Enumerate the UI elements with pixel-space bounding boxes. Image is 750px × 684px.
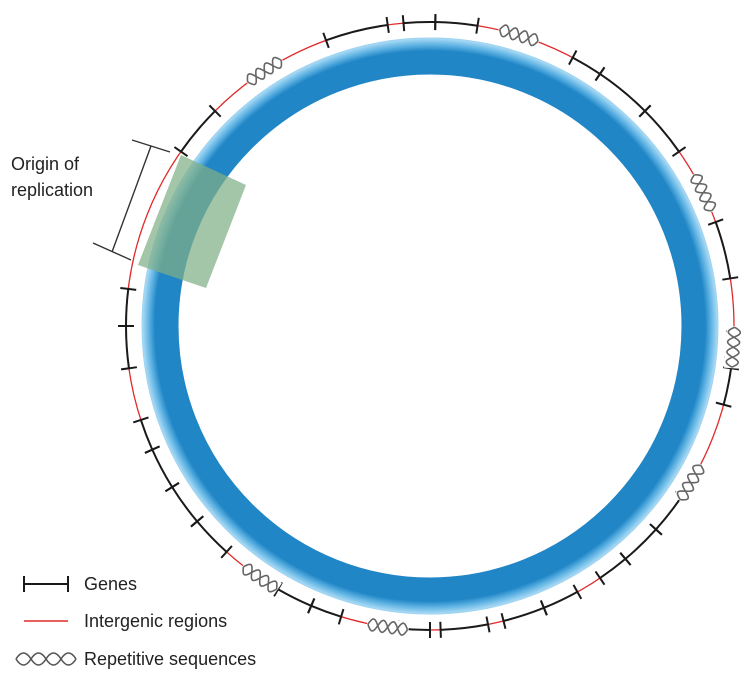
gene-arc	[572, 56, 601, 75]
gene-arc	[171, 486, 198, 523]
gene-arc	[277, 588, 312, 607]
gene-arc	[599, 73, 646, 112]
gene-boundary-tick	[594, 570, 606, 586]
chromosome-ring	[141, 37, 719, 615]
gene-arc	[151, 449, 174, 488]
repetitive-sequence-helix	[672, 460, 709, 505]
gene-arc	[543, 591, 578, 609]
gene-arc	[139, 419, 154, 451]
gene-boundary-tick	[120, 286, 137, 291]
gene-boundary-tick	[190, 515, 204, 528]
gene-boundary-tick	[132, 416, 149, 424]
gene-arc	[310, 604, 342, 618]
gene-arc	[599, 558, 627, 579]
gene-boundary-tick	[144, 445, 160, 454]
genes-layer	[118, 14, 742, 638]
gene-arc	[435, 21, 478, 27]
repetitive-sequence-helix	[723, 325, 743, 369]
gene-arc	[403, 21, 436, 25]
gene-boundary-tick	[485, 616, 491, 633]
repetitive-sequence-helix	[496, 21, 542, 50]
gene-boundary-tick	[208, 104, 222, 118]
repetitive-sequence-helix	[686, 170, 720, 216]
gene-boundary-tick	[307, 598, 316, 614]
origin-of-replication-highlight	[138, 155, 246, 288]
gene-boundary-tick	[439, 621, 442, 638]
legend-label-intergenic: Intergenic regions	[84, 611, 227, 631]
gene-arc	[714, 221, 732, 279]
gene-boundary-tick	[671, 146, 687, 158]
gene-boundary-tick	[475, 17, 480, 34]
gene-arc	[655, 495, 683, 531]
gene-boundary-tick	[164, 482, 180, 493]
dna-helix-icon	[15, 652, 77, 666]
gene-boundary-tick	[722, 276, 739, 281]
gene-boundary-tick	[649, 523, 663, 536]
genome-map	[118, 14, 743, 638]
gene-arc	[503, 606, 545, 622]
gene-boundary-tick	[173, 146, 189, 158]
gene-boundary-tick	[500, 612, 507, 629]
gene-arc	[325, 23, 388, 42]
gene-boundary-tick	[539, 600, 548, 616]
gene-boundary-tick	[572, 584, 583, 600]
gene-arc	[125, 288, 130, 327]
gene-boundary-tick	[401, 15, 406, 32]
gene-boundary-tick	[322, 32, 330, 49]
gene-boundary-tick	[568, 50, 578, 66]
legend-label-genes: Genes	[84, 574, 137, 594]
legend: Genes Intergenic regions Repetitive sequ…	[15, 574, 256, 669]
gene-boundary-tick	[715, 401, 732, 408]
legend-label-repetitive: Repetitive sequences	[84, 649, 256, 669]
repetitive-sequence-helix	[242, 52, 287, 90]
repetitive-sequence-helix	[365, 616, 410, 638]
gene-boundary-tick	[220, 545, 233, 559]
origin-bracket	[92, 139, 171, 261]
repetitive-sequences-layer	[238, 21, 743, 638]
gene-bar-icon	[23, 576, 69, 592]
gene-arc	[722, 368, 733, 405]
gene-boundary-tick	[594, 66, 606, 82]
gene-boundary-tick	[120, 366, 138, 371]
gene-boundary-tick	[638, 104, 652, 118]
gene-arc	[125, 325, 130, 369]
gene-boundary-tick	[337, 608, 345, 625]
origin-label-line2: replication	[11, 180, 93, 200]
origin-label-line1: Origin of	[11, 154, 80, 174]
gene-arc	[440, 623, 489, 631]
gene-boundary-tick	[619, 552, 632, 566]
repetitive-sequence-helix	[238, 559, 282, 597]
gene-boundary-tick	[707, 218, 724, 226]
gene-boundary-tick	[385, 16, 390, 34]
